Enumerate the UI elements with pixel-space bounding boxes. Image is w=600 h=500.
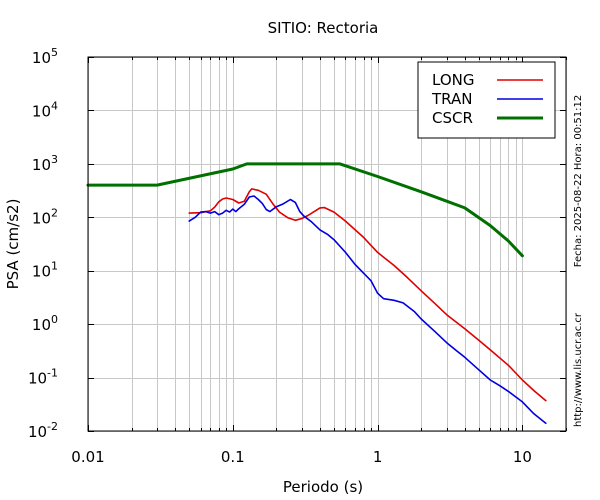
series-line-tran bbox=[188, 195, 547, 424]
series-line-long bbox=[188, 188, 547, 402]
x-tick-label: 10 bbox=[513, 448, 532, 466]
plot-frame bbox=[87, 56, 567, 432]
x-axis-label: Periodo (s) bbox=[283, 478, 363, 496]
grid bbox=[88, 57, 567, 432]
series-line-cscr bbox=[86, 162, 524, 258]
legend-label: LONG bbox=[432, 71, 474, 89]
series-lines bbox=[86, 162, 547, 424]
x-tick-label: 0.1 bbox=[221, 448, 245, 466]
y-tick-label: 10-2 bbox=[28, 420, 58, 441]
chart-title: SITIO: Rectoria bbox=[268, 19, 379, 37]
y-tick-label: 10-1 bbox=[28, 367, 58, 388]
y-tick-label: 105 bbox=[32, 46, 58, 67]
y-tick-label: 100 bbox=[32, 313, 58, 334]
legend-label: TRAN bbox=[431, 90, 472, 108]
y-tick-label: 103 bbox=[32, 153, 58, 174]
legend-label: CSCR bbox=[432, 109, 473, 127]
y-tick-label: 104 bbox=[32, 99, 58, 120]
x-tick-label: 0.01 bbox=[71, 448, 104, 466]
y-tick-label: 101 bbox=[32, 260, 58, 281]
y-axis-label: PSA (cm/s2) bbox=[4, 199, 22, 290]
date-time-stamp: Fecha: 2025-08-22 Hora: 00:51:12 bbox=[573, 95, 584, 268]
y-tick-label: 102 bbox=[32, 206, 58, 227]
legend-box bbox=[417, 61, 556, 139]
y-tick-labels: 10-2 10-1 100 101 102 103 104 105 bbox=[28, 46, 58, 441]
x-tick-labels: 0.01 0.1 1 10 bbox=[71, 448, 532, 466]
x-tick-label: 1 bbox=[373, 448, 383, 466]
axis-ticks bbox=[88, 57, 567, 432]
source-url: http://www.lis.ucr.ac.cr bbox=[573, 312, 584, 427]
